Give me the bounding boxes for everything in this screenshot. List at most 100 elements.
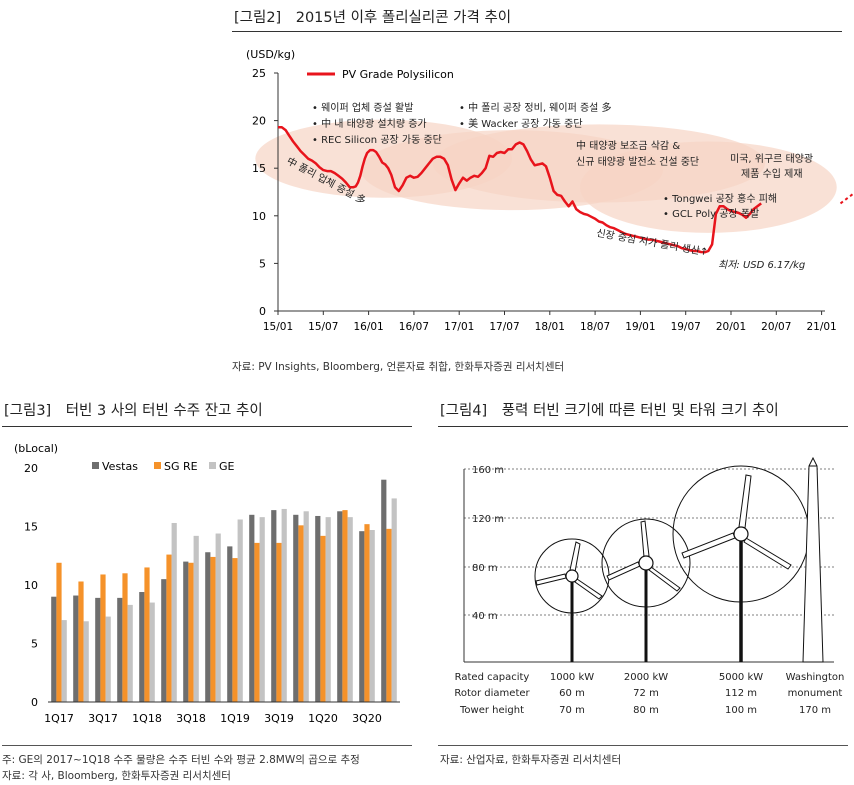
x-tick-label: 1Q18 — [132, 712, 162, 725]
x-tick-label: 18/07 — [580, 321, 610, 333]
x-tick-label: 1Q20 — [308, 712, 338, 725]
table-cell: 100 m — [725, 705, 757, 716]
legend-swatch — [209, 462, 216, 469]
annotation: • 中 내 태양광 설치량 증가 — [312, 117, 427, 130]
annotation: 최저: USD 6.17/kg — [718, 259, 805, 271]
bar-sg-re-2q19 — [254, 542, 260, 702]
y-tick-label: 5 — [31, 638, 38, 651]
bar-sg-re-1q18 — [144, 567, 150, 702]
y-tick-label: 10 — [24, 579, 38, 592]
bar-sg-re-2q17 — [78, 581, 84, 702]
fig3-note-rule — [2, 745, 412, 746]
annotation: • 웨이퍼 업체 증설 활발 — [312, 101, 413, 114]
bar-vestas-4q17 — [117, 597, 123, 702]
series-projection-line — [839, 191, 854, 205]
x-tick-label: 19/07 — [671, 321, 701, 333]
table-cell: Washington — [786, 672, 845, 683]
table-cell: 170 m — [799, 705, 831, 716]
fig4-title-rule — [438, 426, 848, 427]
fig3-source: 자료: 각 사, Bloomberg, 한화투자증권 리서치센터 — [2, 770, 231, 782]
turbine-size-diagram: 160 m 120 m 80 m 40 m Rated capacity — [454, 456, 845, 716]
x-tick-label: 1Q19 — [220, 712, 250, 725]
bar-vestas-1q20 — [315, 515, 321, 702]
x-tick-label: 17/07 — [489, 321, 519, 333]
row-label: Tower height — [459, 705, 524, 716]
fig3-note: 주: GE의 2017~1Q18 수주 물량은 수주 터빈 수와 평균 2.8M… — [2, 754, 360, 766]
blade — [640, 520, 650, 558]
fig4-source-rule — [438, 745, 848, 746]
bar-vestas-2q19 — [249, 514, 255, 702]
bar-vestas-3q20 — [359, 531, 365, 702]
fig2-unit: (USD/kg) — [246, 48, 295, 61]
bar-ge-4q17 — [127, 604, 133, 702]
y-tick-label: 15 — [24, 521, 38, 534]
annotation: • 美 Wacker 공장 가동 중단 — [459, 117, 583, 130]
blade — [681, 532, 736, 559]
bar-sg-re-3q18 — [188, 562, 194, 702]
table-cell: 112 m — [725, 688, 757, 699]
fig2-title: [그림2] 2015년 이후 폴리실리콘 가격 추이 — [234, 10, 512, 26]
bar-ge-3q18 — [193, 535, 199, 702]
fig3-title-rule — [2, 426, 412, 427]
y-tick-label: 10 — [252, 210, 266, 223]
table-cell: 60 m — [559, 688, 585, 699]
y-tick-label: 5 — [259, 257, 266, 270]
row-label: Rotor diameter — [454, 688, 530, 699]
turbine-backlog-chart: (bLocal) Vestas SG RE GE 0 5 10 15 20 1Q17 3Q17… — [14, 442, 400, 725]
height-label: 120 m — [472, 514, 504, 525]
bar-vestas-2q17 — [73, 595, 79, 702]
bar-ge-1q18 — [149, 602, 155, 702]
annotation: 신규 태양광 발전소 건설 중단 — [576, 156, 699, 168]
x-tick-label: 3Q17 — [88, 712, 118, 725]
fig3-title: [그림3] 터빈 3 사의 터빈 수주 잔고 추이 — [4, 403, 263, 419]
blade — [648, 566, 681, 592]
table-cell: 80 m — [633, 705, 659, 716]
hub — [733, 526, 749, 542]
washington-monument — [802, 456, 824, 663]
legend-label: GE — [219, 460, 235, 473]
y-tick-label: 0 — [31, 696, 38, 709]
height-label: 160 m — [472, 465, 504, 476]
bar-sg-re-1q20 — [320, 535, 326, 702]
bar-vestas-3q18 — [183, 561, 189, 702]
bar-sg-re-4q17 — [122, 573, 128, 702]
annotation: 中 태양광 보조금 삭감 & — [576, 139, 680, 152]
legend-swatch — [154, 462, 161, 469]
bar-vestas-2q20 — [337, 511, 343, 702]
bar-ge-3q19 — [281, 508, 287, 702]
turbine-1000kw — [534, 538, 610, 662]
y-tick-label: 20 — [24, 462, 38, 475]
blade — [606, 561, 641, 581]
highlight-area — [580, 141, 837, 233]
blade — [743, 537, 792, 570]
bar-ge-2q19 — [259, 517, 265, 702]
bar-vestas-1q17 — [51, 596, 57, 702]
blade — [569, 541, 581, 573]
bar-vestas-4q18 — [205, 552, 211, 702]
bar-vestas-3q19 — [271, 510, 277, 702]
bar-ge-1q17 — [61, 620, 67, 702]
x-tick-label: 21/01 — [806, 321, 836, 333]
y-tick-label: 20 — [252, 115, 266, 128]
fig4-source: 자료: 산업자료, 한화투자증권 리서치센터 — [440, 754, 622, 766]
table-cell: 2000 kW — [624, 672, 668, 683]
bar-ge-4q19 — [303, 511, 309, 702]
bar-sg-re-3q19 — [276, 542, 282, 702]
x-tick-label: 18/01 — [535, 321, 565, 333]
x-tick-label: 3Q18 — [176, 712, 206, 725]
blade — [535, 573, 567, 586]
monument-shape — [802, 456, 824, 663]
annotation: • Tongwei 공장 홍수 피해 — [663, 192, 777, 205]
x-tick-label: 15/01 — [263, 321, 293, 333]
fig4-title: [그림4] 풍력 터빈 크기에 따른 터빈 및 타워 크기 추이 — [440, 403, 779, 419]
bar-vestas-1q19 — [227, 546, 233, 702]
x-tick-label: 16/07 — [399, 321, 429, 333]
fig2-title-rule — [232, 31, 842, 32]
hub — [565, 569, 579, 583]
turbine-5000kw — [672, 465, 810, 662]
table-cell: 72 m — [633, 688, 659, 699]
bar-ge-1q20 — [325, 517, 331, 702]
table-cell: 5000 kW — [719, 672, 763, 683]
bar-vestas-2q18 — [161, 579, 167, 702]
legend-label: Vestas — [102, 460, 138, 473]
